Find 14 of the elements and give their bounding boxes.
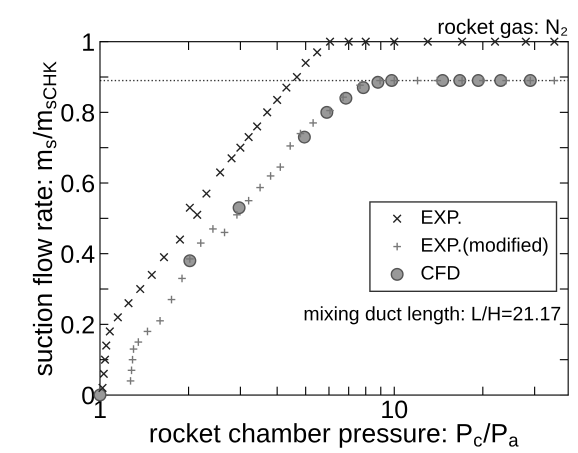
annotation: mixing duct length: L/H=21.17 [304,306,560,324]
legend-label: EXP.(modified) [422,238,548,256]
y-tick-label: 0.4 [61,245,94,263]
y-tick-label: 0.2 [61,316,94,334]
y-tick-label: 0.8 [61,104,94,122]
legend-label: EXP. [422,210,461,224]
x-axis-title: rocket chamber pressure: P$_{c}$/P$_{a}$ [150,423,519,448]
x-tick-label: 10 [382,400,408,418]
y-tick-label: 0.6 [61,174,94,192]
y-axis-title: suction flow rate: m$_{s}$/m$_{sCHK}$ [32,61,56,376]
text: rocket gas: N₂ [438,18,568,38]
y-tick-label: 0 [82,386,94,404]
legend-label: CFD [421,266,460,280]
y-tick-label: 1 [83,34,94,51]
